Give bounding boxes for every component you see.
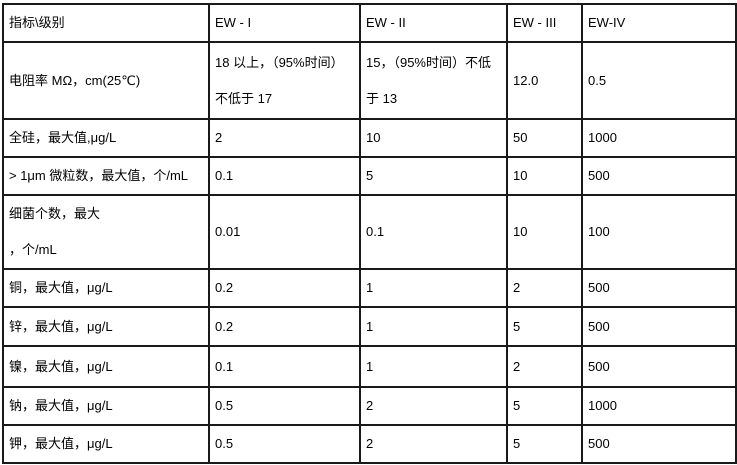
row-label-cell: 细菌个数，最大 ，个/mL	[2, 194, 210, 270]
table-row-silica: 全硅，最大值,μg/L 2 10 50 1000	[2, 118, 737, 158]
value-cell: 5	[359, 156, 508, 196]
table-row-sodium: 钠，最大值，μg/L 0.5 2 5 1000	[2, 386, 737, 426]
value-cell: 15，（95%时间）不低于 13	[359, 41, 508, 120]
value-cell: 500	[581, 306, 737, 347]
value-cell: 1	[359, 345, 508, 388]
header-cell-ew3: EW - III	[506, 3, 583, 43]
table-row-particles: > 1μm 微粒数，最大值，个/mL 0.1 5 10 500	[2, 156, 737, 196]
value-cell: 10	[506, 194, 583, 270]
value-cell: 0.2	[208, 306, 361, 347]
value-cell: 0.01	[208, 194, 361, 270]
value-cell: 2	[359, 424, 508, 464]
value-cell: 0.1	[208, 156, 361, 196]
value-cell: 2	[506, 268, 583, 308]
value-cell: 18 以上，（95%时间）不低于 17	[208, 41, 361, 120]
header-cell-ew1: EW - I	[208, 3, 361, 43]
row-label-cell: 全硅，最大值,μg/L	[2, 118, 210, 158]
header-cell-ew4: EW-IV	[581, 3, 737, 43]
table-row-potassium: 钾，最大值，μg/L 0.5 2 5 500	[2, 424, 737, 464]
value-cell: 2	[506, 345, 583, 388]
water-grade-spec-table: 指标\级别 EW - I EW - II EW - III EW-IV 电阻率 …	[2, 3, 737, 464]
value-cell: 2	[359, 386, 508, 426]
value-cell: 5	[506, 424, 583, 464]
value-cell: 1	[359, 306, 508, 347]
value-cell: 2	[208, 118, 361, 158]
table-row-zinc: 锌，最大值，μg/L 0.2 1 5 500	[2, 306, 737, 347]
row-label-cell: 钠，最大值，μg/L	[2, 386, 210, 426]
value-cell: 1000	[581, 386, 737, 426]
value-cell: 10	[506, 156, 583, 196]
row-label-cell: 铜，最大值，μg/L	[2, 268, 210, 308]
value-cell: 0.1	[359, 194, 508, 270]
value-cell: 0.5	[208, 424, 361, 464]
header-row: 指标\级别 EW - I EW - II EW - III EW-IV	[2, 3, 737, 43]
value-cell: 50	[506, 118, 583, 158]
value-cell: 0.5	[581, 41, 737, 120]
row-label-cell: > 1μm 微粒数，最大值，个/mL	[2, 156, 210, 196]
table-row-copper: 铜，最大值，μg/L 0.2 1 2 500	[2, 268, 737, 308]
table-row-nickel: 镍，最大值，μg/L 0.1 1 2 500	[2, 345, 737, 388]
table-row-resistivity: 电阻率 MΩ，cm(25℃) 18 以上，（95%时间）不低于 17 15，（9…	[2, 41, 737, 120]
value-cell: 5	[506, 306, 583, 347]
header-cell-indicator: 指标\级别	[2, 3, 210, 43]
row-label-cell: 镍，最大值，μg/L	[2, 345, 210, 388]
table-row-bacteria: 细菌个数，最大 ，个/mL 0.01 0.1 10 100	[2, 194, 737, 270]
value-cell: 1000	[581, 118, 737, 158]
value-cell: 1	[359, 268, 508, 308]
value-cell: 0.2	[208, 268, 361, 308]
value-cell: 500	[581, 268, 737, 308]
value-cell: 0.1	[208, 345, 361, 388]
value-cell: 500	[581, 156, 737, 196]
value-cell: 10	[359, 118, 508, 158]
header-cell-ew2: EW - II	[359, 3, 508, 43]
value-cell: 12.0	[506, 41, 583, 120]
value-cell: 0.5	[208, 386, 361, 426]
value-cell: 500	[581, 345, 737, 388]
value-cell: 500	[581, 424, 737, 464]
row-label-cell: 锌，最大值，μg/L	[2, 306, 210, 347]
value-cell: 100	[581, 194, 737, 270]
row-label-cell: 电阻率 MΩ，cm(25℃)	[2, 41, 210, 120]
row-label-cell: 钾，最大值，μg/L	[2, 424, 210, 464]
value-cell: 5	[506, 386, 583, 426]
